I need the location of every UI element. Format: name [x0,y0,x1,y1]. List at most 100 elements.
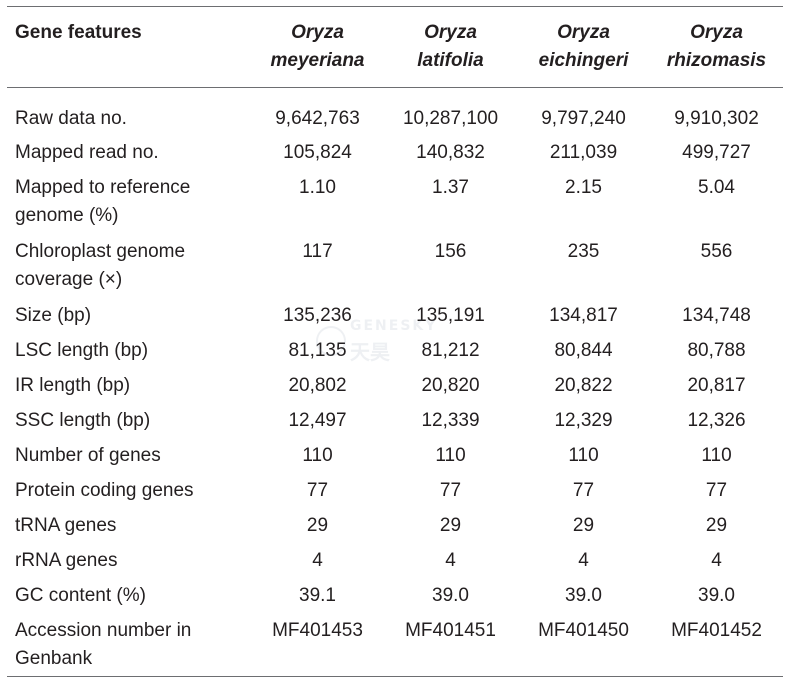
table-cell: 80,844 [554,340,613,361]
feature-label: Protein coding genes [15,480,194,501]
table-row: GC content (%) 39.1 39.0 39.0 39.0 [7,582,783,617]
table-cell: 20,822 [554,375,613,396]
feature-label: LSC length (bp) [15,340,149,361]
table-cell: 12,329 [554,410,613,431]
table-cell: 211,039 [549,142,618,163]
table-cell: 4 [312,550,323,571]
table-cell: 4 [578,550,589,571]
header-species: Oryza meyeriana [251,7,384,99]
table-cell: 81,212 [421,340,480,361]
table-row: Size (bp) 135,236 135,191 134,817 134,74… [7,302,783,337]
watermark-chinese: 天昊 [350,340,390,364]
table-cell: 12,497 [288,410,347,431]
table-cell: 39.1 [299,585,336,606]
table-cell: MF401451 [405,620,496,641]
table-cell: 77 [306,480,329,501]
table-cell: 105,824 [283,142,352,163]
table-cell: MF401452 [671,620,762,641]
table-cell: 4 [445,550,456,571]
table-row: IR length (bp) 20,802 20,820 20,822 20,8… [7,372,783,407]
feature-label: IR length (bp) [15,375,131,396]
watermark-logo: GENESKY 天昊 [316,318,486,364]
table-cell: 77 [439,480,462,501]
feature-label-line: genome (%) [15,205,119,226]
species-genus: Oryza [424,22,477,43]
table-header-row: Gene features Oryza meyeriana Oryza lati… [7,7,783,99]
table-cell: 80,788 [687,340,746,361]
table-cell: 20,820 [421,375,480,396]
table-cell: 12,326 [687,410,746,431]
table-cell: 9,797,240 [541,108,626,129]
table-row: Raw data no. 9,642,763 10,287,100 9,797,… [7,99,783,139]
table-cell: 5.04 [698,177,735,198]
table-cell: MF401453 [272,620,363,641]
species-epithet: latifolia [417,50,484,71]
table-cell: 39.0 [565,585,602,606]
table-cell: 117 [302,241,333,262]
table-cell: 29 [572,515,595,536]
table-row: Mapped read no. 105,824 140,832 211,039 … [7,139,783,174]
table-row: rRNA genes 4 4 4 4 [7,547,783,582]
watermark-circle-icon [316,326,346,356]
table-row: SSC length (bp) 12,497 12,339 12,329 12,… [7,407,783,442]
table-cell: 110 [701,445,732,466]
table-cell: 77 [705,480,728,501]
feature-label: Chloroplast genome coverage (×) [7,238,251,302]
species-genus: Oryza [690,22,743,43]
table-top-rule [7,6,783,7]
species-genus: Oryza [291,22,344,43]
table-cell: MF401450 [538,620,629,641]
feature-label: Size (bp) [15,305,92,326]
table-cell: 134,817 [549,305,618,326]
header-species: Oryza latifolia [384,7,517,99]
feature-label: Mapped read no. [15,142,159,163]
table-cell: 20,802 [288,375,347,396]
table-row: tRNA genes 29 29 29 29 [7,512,783,547]
species-epithet: eichingeri [538,50,629,71]
feature-label: GC content (%) [15,585,146,606]
feature-label: Number of genes [15,445,161,466]
species-epithet: meyeriana [270,50,365,71]
table-cell: 140,832 [416,142,485,163]
watermark-brand: GENESKY [350,318,438,334]
feature-label: Raw data no. [15,108,127,129]
table-cell: 556 [700,241,733,262]
table-bottom-rule [7,676,783,677]
table-cell: 110 [302,445,333,466]
table-cell: 134,748 [682,305,751,326]
feature-label: Accession number in Genbank [7,617,251,681]
table-cell: 9,910,302 [674,108,759,129]
species-genus: Oryza [557,22,610,43]
table-cell: 156 [434,241,467,262]
feature-label: rRNA genes [15,550,118,571]
table-cell: 20,817 [687,375,746,396]
table-cell: 39.0 [698,585,735,606]
feature-label: Mapped to reference genome (%) [7,174,251,238]
table-cell: 39.0 [432,585,469,606]
table-cell: 29 [439,515,462,536]
table-cell: 135,191 [416,305,485,326]
table-row: Chloroplast genome coverage (×) 117 156 … [7,238,783,302]
table-cell: 499,727 [682,142,751,163]
feature-label-line: Genbank [15,648,93,669]
species-epithet: rhizomasis [666,50,767,71]
table-row: Accession number in Genbank MF401453 MF4… [7,617,783,681]
table-cell: 235 [567,241,600,262]
table-row: Number of genes 110 110 110 110 [7,442,783,477]
table-cell: 4 [711,550,722,571]
table-cell: 29 [306,515,329,536]
feature-label-line: coverage (×) [15,269,123,290]
table-cell: 2.15 [565,177,602,198]
table-cell: 1.10 [299,177,336,198]
gene-features-table: Gene features Oryza meyeriana Oryza lati… [7,7,783,681]
feature-label: tRNA genes [15,515,117,536]
feature-label: SSC length (bp) [15,410,151,431]
table-cell: 135,236 [283,305,352,326]
table-cell: 110 [435,445,466,466]
table-cell: 77 [572,480,595,501]
header-gene-features: Gene features [15,22,142,43]
table-row: Mapped to reference genome (%) 1.10 1.37… [7,174,783,238]
table-cell: 29 [705,515,728,536]
header-species: Oryza eichingeri [517,7,650,99]
table-cell: 10,287,100 [402,108,499,129]
